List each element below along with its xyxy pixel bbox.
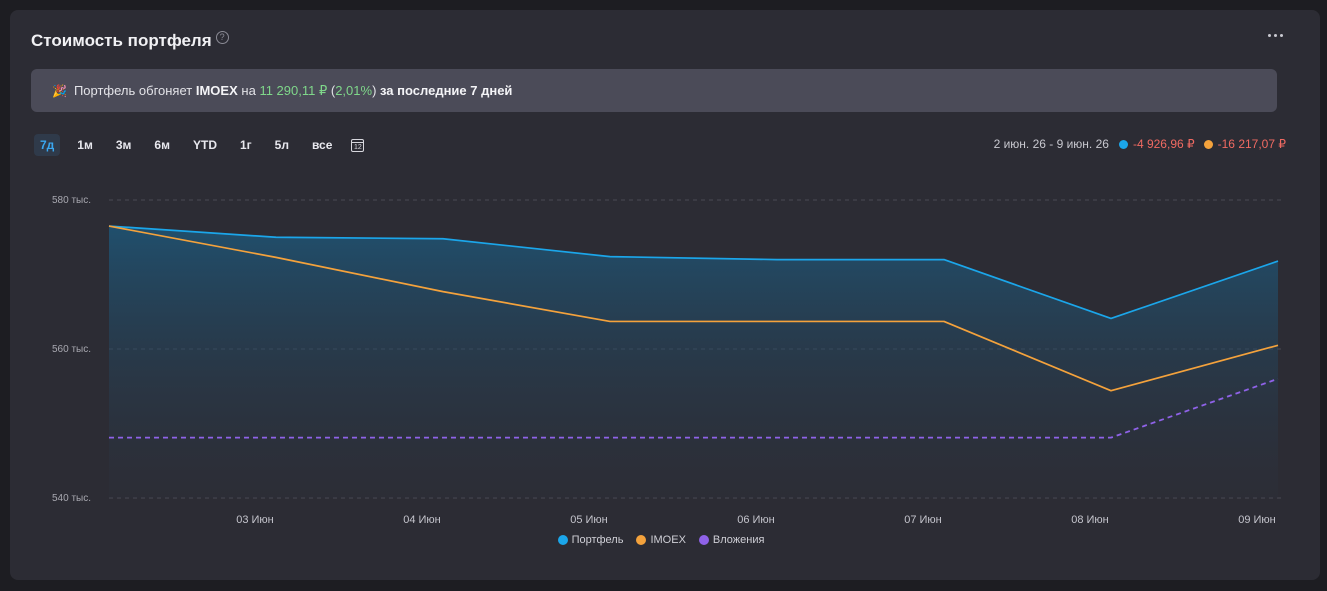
y-tick-label: 540 тыс. bbox=[52, 493, 91, 504]
x-tick-label: 07 Июн bbox=[904, 514, 942, 526]
card-header: Стоимость портфеля ? bbox=[31, 30, 229, 51]
investments-line bbox=[109, 377, 1279, 439]
period-7d[interactable]: 7д bbox=[34, 134, 61, 156]
period-selector: 7д 1м 3м 6м YTD 1г 5л все 12 bbox=[34, 134, 365, 156]
y-tick-label: 560 тыс. bbox=[52, 344, 91, 355]
portfolio-dot bbox=[1118, 139, 1128, 149]
date-range: 2 июн. 26 - 9 июн. 26 bbox=[993, 137, 1109, 151]
card-title: Стоимость портфеля bbox=[31, 31, 212, 50]
legend-imoex[interactable]: IMOEX bbox=[636, 534, 686, 546]
x-tick-label: 05 Июн bbox=[570, 514, 608, 526]
x-tick-label: 03 Июн bbox=[236, 514, 274, 526]
banner-text-before: Портфель обгоняет bbox=[73, 83, 193, 98]
period-3m[interactable]: 3м bbox=[115, 138, 132, 152]
calendar-icon[interactable]: 12 bbox=[351, 138, 365, 152]
portfolio-area bbox=[109, 226, 1278, 498]
banner-percent: 2,01% bbox=[335, 83, 373, 98]
y-tick-label: 580 тыс. bbox=[52, 195, 91, 206]
legend-investments[interactable]: Вложения bbox=[698, 534, 764, 546]
more-dots-icon[interactable] bbox=[1268, 34, 1283, 37]
imoex-change: -16 217,07 ₽ bbox=[1217, 137, 1286, 151]
banner-amount: 11 290,11 ₽ bbox=[259, 82, 328, 98]
imoex-line bbox=[108, 225, 1279, 392]
question-circle-icon[interactable]: ? bbox=[215, 30, 229, 44]
period-all[interactable]: все bbox=[311, 138, 333, 152]
imoex-dot bbox=[1203, 139, 1213, 149]
x-tick-label: 09 Июн bbox=[1238, 514, 1276, 526]
range-summary: 2 июн. 26 - 9 июн. 26 -4 926,96 ₽ -16 21… bbox=[994, 137, 1286, 151]
period-1m[interactable]: 1м bbox=[77, 138, 93, 152]
x-tick-label: 06 Июн bbox=[737, 514, 775, 526]
performance-banner: 🎉 Портфель обгоняет IMOEX на 11 290,11 ₽… bbox=[31, 69, 1277, 112]
x-tick-label: 04 Июн bbox=[403, 514, 441, 526]
period-ytd[interactable]: YTD bbox=[192, 138, 217, 152]
period-1y[interactable]: 1г bbox=[239, 138, 252, 152]
portfolio-line bbox=[108, 225, 1279, 320]
period-5y[interactable]: 5л bbox=[274, 138, 289, 152]
banner-on: на bbox=[241, 83, 256, 98]
period-6m[interactable]: 6м bbox=[154, 138, 170, 152]
banner-suffix: за последние 7 дней bbox=[380, 83, 513, 98]
party-popper-icon: 🎉 bbox=[52, 83, 67, 98]
legend-portfolio[interactable]: Портфель bbox=[557, 534, 623, 546]
portfolio-change: -4 926,96 ₽ bbox=[1132, 137, 1195, 151]
banner-benchmark: IMOEX bbox=[195, 83, 238, 98]
x-tick-label: 08 Июн bbox=[1071, 514, 1109, 526]
chart-legend: Портфель IMOEX Вложения bbox=[0, 534, 1327, 546]
